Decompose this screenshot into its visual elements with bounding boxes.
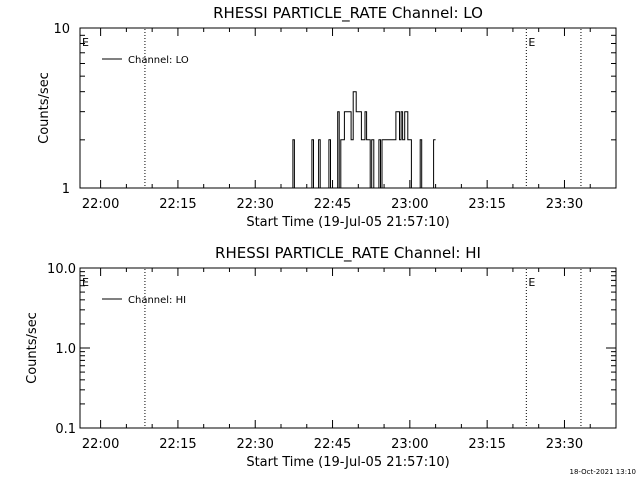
- plot-frame: [79, 267, 617, 429]
- y-tick-label: 10: [53, 22, 70, 37]
- y-tick-label: 0.1: [55, 422, 76, 437]
- event-label: E: [528, 276, 535, 289]
- event-label: E: [82, 276, 89, 289]
- y-tick-label: 1: [62, 182, 70, 197]
- event-label: E: [82, 36, 89, 49]
- y-tick-label: 1.0: [55, 342, 76, 357]
- footer-timestamp: 18-Oct-2021 13:10: [570, 468, 636, 476]
- x-axis-label: Start Time (19-Jul-05 21:57:10): [246, 455, 449, 470]
- x-tick-label: 23:30: [546, 437, 583, 452]
- x-tick-label: 23:15: [468, 437, 505, 452]
- x-tick-label: 23:00: [391, 437, 428, 452]
- x-tick-label: 22:15: [159, 197, 196, 212]
- x-tick-label: 22:30: [236, 197, 273, 212]
- legend-entry: Channel: LO: [128, 55, 189, 66]
- x-axis-label: Start Time (19-Jul-05 21:57:10): [246, 215, 449, 230]
- legend-entry: Channel: HI: [128, 295, 186, 306]
- y-tick-label: 10.0: [47, 262, 76, 277]
- y-axis-label: Counts/sec: [37, 72, 52, 144]
- x-tick-label: 22:00: [82, 437, 119, 452]
- x-tick-label: 22:15: [159, 437, 196, 452]
- x-tick-label: 22:45: [314, 197, 351, 212]
- chart-title: RHESSI PARTICLE_RATE Channel: HI: [215, 244, 481, 263]
- x-tick-label: 23:15: [468, 197, 505, 212]
- plot-frame: [79, 27, 617, 189]
- series-line: [291, 91, 436, 189]
- x-tick-label: 22:45: [314, 437, 351, 452]
- x-tick-label: 22:00: [82, 197, 119, 212]
- x-tick-label: 23:30: [546, 197, 583, 212]
- event-label: E: [528, 36, 535, 49]
- chart-title: RHESSI PARTICLE_RATE Channel: LO: [213, 4, 483, 23]
- x-tick-label: 23:00: [391, 197, 428, 212]
- y-axis-label: Counts/sec: [25, 312, 40, 384]
- x-tick-label: 22:30: [236, 437, 273, 452]
